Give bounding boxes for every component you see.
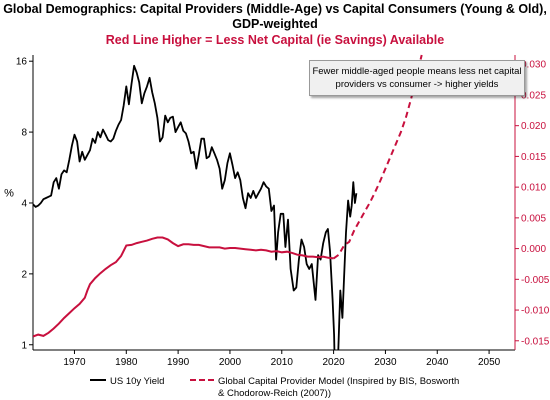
x-tick-label: 1980 [115,357,138,368]
tick-labels: 1970 1980 1990 2000 2010 2020 2030 2040 2050 1 2 4 8… [4,57,550,368]
series-line-capital-model-history [33,236,334,338]
x-tick-label: 1970 [63,357,86,368]
x-tick-label: 1990 [167,357,190,368]
x-tick-label: 2050 [478,357,501,368]
legend: US 10y Yield Global Capital Provider Mod… [90,374,510,400]
y-right-tick-label: 0.020 [521,121,546,132]
y-right-tick-label: 0.005 [521,213,546,224]
annotation-box: Fewer middle-aged people means less net … [309,60,525,96]
y-right-tick-label: 0.025 [521,90,546,101]
y-right-tick-label: 0.030 [521,60,546,71]
y-right-tick-label: -0.010 [521,306,550,317]
x-tick-label: 2000 [219,357,242,368]
y-left-axis-label: % [4,188,14,200]
legend-swatch-black-line [90,379,106,381]
y-left-tick-label: 2 [21,269,27,280]
y-left-tick-label: 4 [21,198,27,209]
y-left-tick-label: 8 [21,128,27,139]
y-right-tick-label: 0.000 [521,244,546,255]
y-right-tick-label: 0.015 [521,152,546,163]
legend-label: Global Capital Provider Model (Inspired … [218,376,460,399]
y-left-tick-label: 16 [16,57,28,68]
y-left-tick-label: 1 [21,340,27,351]
x-tick-label: 2010 [271,357,294,368]
axes [29,55,519,354]
series-line-capital-model-projection [333,54,423,260]
series-group [33,54,423,350]
legend-swatch-red-dashed [190,379,214,381]
chart-subtitle: Red Line Higher = Less Net Capital (ie S… [105,33,445,47]
series-line-us10y [33,64,358,350]
y-right-tick-label: -0.015 [521,336,550,347]
y-right-tick-label: -0.005 [521,275,550,286]
y-right-tick-label: 0.010 [521,183,546,194]
chart-title: Global Demographics: Capital Providers (… [3,2,547,31]
legend-label: US 10y Yield [110,376,165,387]
x-tick-label: 2030 [374,357,397,368]
x-tick-label: 2020 [322,357,345,368]
x-tick-label: 2040 [426,357,449,368]
